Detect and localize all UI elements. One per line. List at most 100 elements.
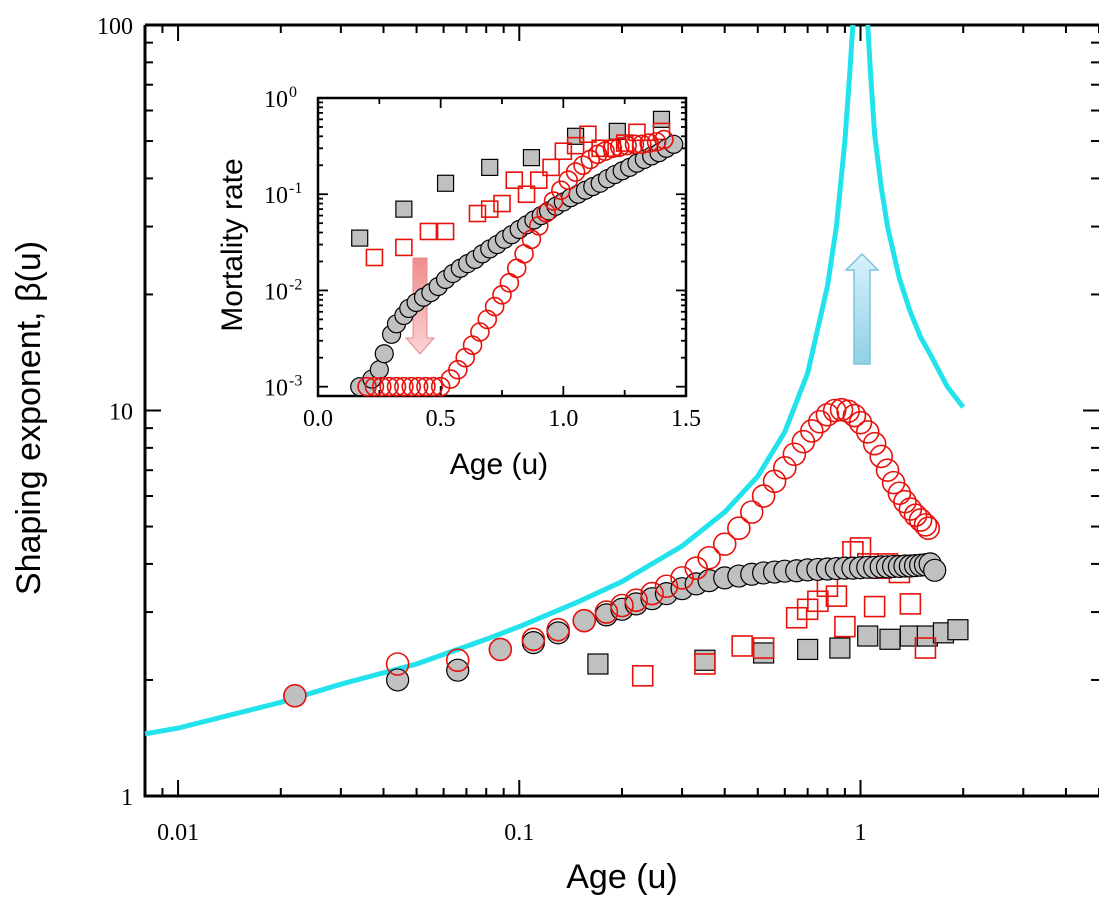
inset-y-tick-exponent: -1 <box>289 180 302 197</box>
main-circ-red-series-0-point <box>546 617 570 642</box>
main-circ-red-series-0-point <box>848 410 873 435</box>
inset-sq-red-series-0-point <box>554 142 573 160</box>
inset-series-group <box>350 110 684 397</box>
main-circ-red-series-0-point <box>773 456 797 480</box>
main-circ-red-series-0-point <box>640 581 664 606</box>
inset-y-tick-label: 10 <box>264 376 288 402</box>
inset-circ-red-series-0-point <box>357 376 377 397</box>
inset-sq-gray-series-0-point <box>436 174 455 192</box>
main-circ-red-series-0-point <box>862 431 887 456</box>
main-circ-red-series-0-point <box>445 648 470 673</box>
inset-sq-red-series-0-point <box>493 194 511 213</box>
main-y-tick-label: 1 <box>121 785 133 811</box>
main-circ-red-series-0-point <box>887 481 912 506</box>
main-circ-red-series-0-point <box>283 683 307 708</box>
inset-sq-gray-series-0-point <box>481 158 499 177</box>
inset-sq-gray-series-0-point <box>395 200 413 218</box>
inset-x-tick-label: 1.5 <box>671 406 701 432</box>
inset-y-tick-label: 10 <box>264 87 288 113</box>
inset-circ-red-series-0-point <box>646 132 667 152</box>
inset-circ-red-series-0-point <box>492 285 512 305</box>
inset-y-axis-label: Mortality rate <box>216 158 249 331</box>
inset-sq-red-series-0-point <box>468 204 487 223</box>
main-circ-gray-series-0-point <box>446 658 470 682</box>
inset-circ-red-series-0-point <box>364 376 385 397</box>
main-circ-red-series-0-point <box>385 652 410 676</box>
inset-sq-red-series-0-point <box>542 158 560 177</box>
inset-circ-red-series-0-point <box>416 376 436 397</box>
inset-sq-red-series-0-point <box>652 122 671 141</box>
main-sq-gray-series-0-point <box>797 638 819 661</box>
inset-circ-red-series-0-point <box>401 376 422 397</box>
inset-circ-red-series-0-point <box>602 138 623 159</box>
main-circ-red-series-0-point <box>488 637 513 662</box>
main-y-tick-label: 100 <box>97 14 133 40</box>
inset-sq-red-series-0-point <box>419 222 438 241</box>
inset-circ-red-series-0-point <box>448 359 468 380</box>
inset-y-tick-exponent: 0 <box>289 84 297 101</box>
inset-circ-red-series-0-point <box>654 129 674 150</box>
inset-circ-red-series-0-point <box>565 162 586 182</box>
main-sq-gray-series-0-point <box>947 619 969 641</box>
main-sq-red-series-0-point <box>849 537 872 559</box>
inset-circ-red-series-0-point <box>609 137 630 157</box>
inset-y-tick-label: 10 <box>264 183 288 209</box>
inset-circ-red-series-0-point <box>617 135 637 156</box>
inset-circ-red-series-0-point <box>484 296 505 317</box>
main-circ-red-series-0-point <box>727 516 751 541</box>
main-series-0-curve <box>144 24 856 737</box>
main-y-axis-label: Shaping exponent, β(u) <box>10 241 48 595</box>
main-circ-red-series-0-point <box>670 566 694 590</box>
inset-sq-red-series-0-point <box>436 222 455 241</box>
main-circ-red-series-0-point <box>610 593 634 618</box>
main-sq-red-series-0-point <box>899 593 922 615</box>
main-circ-red-series-0-point <box>521 627 546 652</box>
main-circ-red-series-0-point <box>903 503 928 528</box>
inset-x-axis-label: Age (u) <box>450 448 548 481</box>
main-circ-red-series-0-point <box>697 545 721 570</box>
inset-sq-gray-series-0-point <box>351 229 369 247</box>
inset-sq-red-series-0-point <box>480 200 499 218</box>
main-sq-red-series-0-point <box>694 653 716 675</box>
inset-x-tick-label: 0.0 <box>303 406 333 432</box>
main-circ-red-series-0-point <box>893 489 917 514</box>
inset-circ-red-series-0-point <box>551 180 571 201</box>
inset-circ-red-series-0-point <box>543 191 564 211</box>
inset-circ-gray-series-0-point <box>374 344 394 364</box>
main-circ-red-series-0-point <box>782 442 807 467</box>
inset-circ-red-series-0-point <box>536 203 556 223</box>
main-series-group <box>144 24 969 737</box>
inset-circ-red-series-0-point <box>455 347 476 368</box>
inset-sq-red-series-0-point <box>505 171 524 189</box>
inset-sq-red-series-0-point <box>517 185 536 204</box>
main-sq-gray-series-0-point <box>752 642 775 664</box>
main-series-1-curve <box>865 24 966 409</box>
inset-sq-red-series-0-point <box>365 248 384 267</box>
inset-circ-red-series-0-point <box>632 134 652 155</box>
inset-sq-red-series-0-point <box>395 238 413 257</box>
main-x-tick-label: 0.01 <box>157 820 199 846</box>
inset-sq-red-series-0-point <box>566 136 585 155</box>
inset-y-tick-exponent: -2 <box>289 276 302 293</box>
main-x-tick-label: 0.1 <box>504 820 534 846</box>
inset-circ-gray-series-0-point <box>369 360 389 380</box>
main-circ-gray-series-0-point <box>923 558 947 582</box>
main-sq-red-series-0-point <box>631 665 654 687</box>
main-circ-red-series-0-point <box>869 444 894 469</box>
main-circ-red-series-0-point <box>916 516 941 541</box>
main-circ-red-series-0-point <box>875 458 900 483</box>
main-sq-gray-series-0-point <box>587 653 609 675</box>
inset-circ-red-series-0-point <box>470 322 490 342</box>
main-circ-red-series-0-point <box>822 398 847 423</box>
main-circ-red-series-0-point <box>712 532 737 556</box>
main-circ-red-series-0-point <box>594 600 619 624</box>
main-sq-red-series-0-point <box>731 635 753 657</box>
main-sq-gray-series-0-point <box>879 628 901 650</box>
inset-circ-red-series-0-point <box>573 155 593 176</box>
main-sq-gray-series-0-point <box>857 625 879 647</box>
main-circ-red-series-0-point <box>751 484 776 508</box>
